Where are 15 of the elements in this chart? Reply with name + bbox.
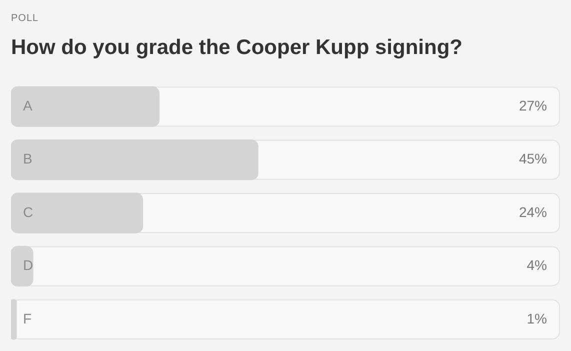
bar xyxy=(11,192,144,234)
data-label: 4% xyxy=(526,257,547,274)
y-tick-label: A xyxy=(23,97,33,114)
y-tick-label: B xyxy=(23,150,32,167)
y-tick-label: D xyxy=(23,257,34,274)
data-label: 1% xyxy=(526,310,547,326)
bar xyxy=(11,299,17,340)
data-label: 24% xyxy=(518,204,547,220)
chart-title: How do you grade the Cooper Kupp signing? xyxy=(11,36,462,60)
chart-subtitle: POLL xyxy=(11,13,39,24)
data-label: 45% xyxy=(518,150,547,167)
bar xyxy=(11,246,34,287)
y-tick-label: C xyxy=(23,204,34,220)
y-tick-label: F xyxy=(23,310,32,326)
data-label: 27% xyxy=(518,97,547,114)
